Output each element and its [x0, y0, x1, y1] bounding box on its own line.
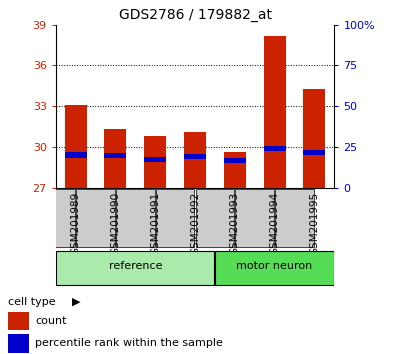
Bar	[275, 189, 314, 247]
Bar	[303, 150, 325, 155]
Bar	[224, 158, 246, 163]
Bar	[156, 189, 195, 247]
Text: percentile rank within the sample: percentile rank within the sample	[35, 338, 223, 348]
Bar	[144, 136, 166, 188]
Text: reference: reference	[109, 262, 162, 272]
Text: cell type: cell type	[8, 297, 55, 307]
Bar	[65, 105, 87, 188]
Bar	[36, 189, 75, 247]
Text: GSM201989: GSM201989	[70, 192, 81, 255]
Text: GSM201991: GSM201991	[150, 192, 160, 255]
Bar	[76, 189, 115, 247]
Bar	[263, 36, 285, 188]
Bar	[215, 251, 334, 285]
Bar	[184, 132, 206, 188]
Bar	[263, 146, 285, 151]
Bar	[235, 189, 274, 247]
Text: GSM201994: GSM201994	[269, 192, 280, 255]
Bar	[104, 129, 126, 188]
Bar	[303, 88, 325, 188]
Text: count: count	[35, 316, 67, 326]
Text: GSM201993: GSM201993	[230, 192, 240, 255]
Bar	[195, 189, 234, 247]
Bar	[104, 153, 126, 159]
Text: GSM201995: GSM201995	[309, 192, 320, 255]
Text: GSM201992: GSM201992	[190, 192, 200, 255]
Bar	[224, 152, 246, 188]
Bar	[184, 154, 206, 159]
Bar	[8, 334, 29, 353]
Bar	[65, 153, 87, 158]
Bar	[144, 156, 166, 162]
Bar	[56, 251, 215, 285]
Bar	[116, 189, 155, 247]
Bar	[8, 312, 29, 331]
Text: motor neuron: motor neuron	[236, 262, 313, 272]
Text: GSM201990: GSM201990	[110, 192, 121, 255]
Title: GDS2786 / 179882_at: GDS2786 / 179882_at	[119, 8, 271, 22]
Text: ▶: ▶	[72, 297, 81, 307]
